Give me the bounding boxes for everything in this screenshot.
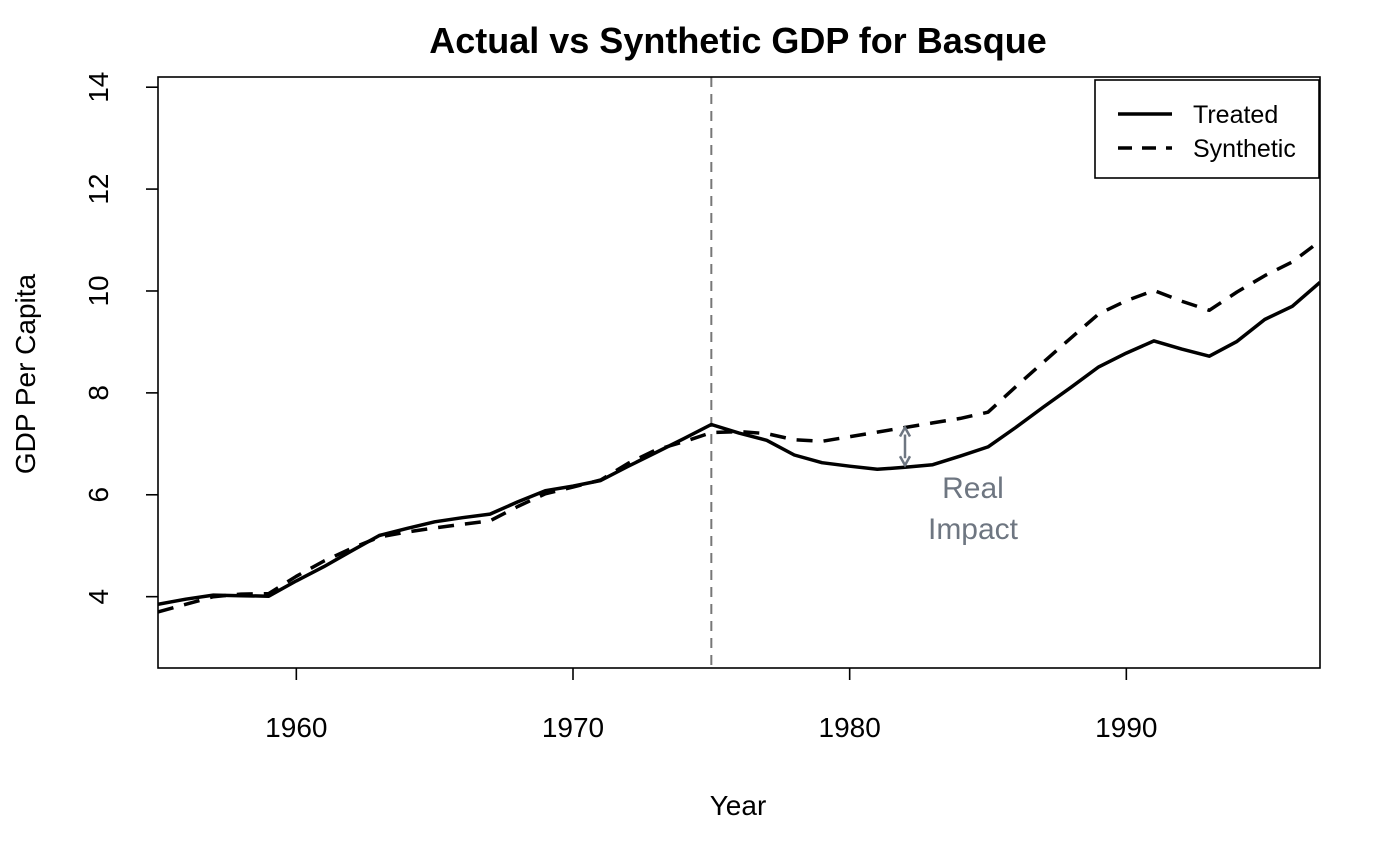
y-tick-label: 12 <box>83 174 114 205</box>
y-tick-label: 6 <box>83 487 114 503</box>
x-axis-label: Year <box>710 790 767 821</box>
legend-box <box>1094 79 1320 179</box>
plot-area: 1960 1970 1980 1990 4 6 8 10 12 14 <box>83 72 1321 743</box>
y-tick-label: 14 <box>83 72 114 103</box>
x-tick-label: 1970 <box>542 712 604 743</box>
annotation-arrowhead-top <box>898 424 912 438</box>
x-tick-label: 1960 <box>265 712 327 743</box>
y-tick-label: 4 <box>83 589 114 605</box>
x-tick-label: 1980 <box>819 712 881 743</box>
legend-synthetic-label: Synthetic <box>1193 135 1296 163</box>
series-line-treated <box>158 280 1320 607</box>
legend-treated-label: Treated <box>1193 101 1278 129</box>
y-axis-label: GDP Per Capita <box>10 273 41 474</box>
legend: Treated Synthetic <box>1094 79 1320 179</box>
x-tick-label: 1990 <box>1095 712 1157 743</box>
y-tick-label: 10 <box>83 275 114 306</box>
annotation-line-2: Impact <box>928 513 1019 546</box>
annotation-line-1: Real <box>942 472 1004 505</box>
series-line-synthetic <box>158 239 1320 614</box>
series-group <box>158 239 1320 614</box>
chart-title: Actual vs Synthetic GDP for Basque <box>429 20 1047 61</box>
annotation-arrowhead-bottom <box>898 455 912 468</box>
y-tick-label: 8 <box>83 385 114 401</box>
plot-frame <box>157 76 1321 669</box>
